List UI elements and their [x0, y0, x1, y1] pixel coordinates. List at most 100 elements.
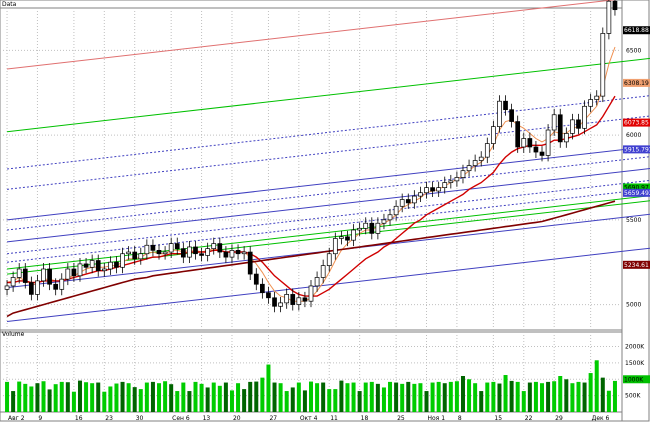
candle-body	[35, 280, 40, 295]
volume-bar	[552, 381, 557, 412]
candle-body	[381, 219, 387, 224]
candle-body	[442, 182, 448, 188]
volume-bar	[5, 381, 10, 412]
volume-bar	[564, 379, 569, 412]
price-pane-title: Data	[2, 1, 17, 8]
candle-body	[545, 129, 551, 156]
date-tick-label: 11	[330, 415, 338, 422]
candle-body	[162, 251, 168, 255]
channel-line	[6, 168, 650, 243]
candle-body	[509, 109, 514, 122]
volume-bar	[77, 380, 82, 412]
candle-body	[369, 222, 375, 234]
candle-body	[424, 187, 429, 194]
volume-bar	[558, 376, 563, 412]
volume-bar	[248, 381, 253, 412]
candle-body	[375, 222, 381, 234]
volume-bar	[527, 382, 532, 412]
candle-body	[174, 243, 180, 250]
date-tick-label: Авг 2	[8, 415, 25, 422]
date-tick-label: 13	[203, 415, 211, 422]
volume-bar	[11, 391, 16, 412]
candle-body	[551, 114, 557, 131]
candle-body	[351, 229, 356, 241]
candle-body	[399, 199, 405, 207]
candle-body	[320, 265, 326, 278]
date-tick-label: 27	[269, 415, 277, 422]
candle-body	[4, 285, 10, 290]
candle-body	[229, 249, 235, 258]
volume-bar	[339, 380, 344, 412]
volume-bar	[351, 382, 356, 412]
candle-body	[393, 205, 399, 216]
volume-bar	[333, 389, 338, 412]
volume-bar	[260, 377, 265, 412]
volume-bar	[169, 384, 174, 412]
volume-bar	[236, 383, 241, 412]
volume-bar	[430, 382, 435, 412]
candle-body	[284, 294, 290, 304]
price-tick-label: 5500	[626, 217, 641, 224]
volume-bar	[181, 382, 186, 412]
volume-bar	[138, 389, 143, 412]
candle-body	[466, 165, 472, 172]
date-tick-label: 9	[38, 415, 42, 422]
candle-body	[235, 249, 241, 255]
volume-bar	[321, 382, 326, 412]
candle-body	[576, 119, 581, 129]
volume-bar	[436, 381, 441, 412]
candle-body	[436, 187, 442, 192]
candle-body	[582, 105, 587, 129]
volume-bar	[594, 360, 599, 412]
candle-body	[411, 195, 417, 204]
volume-bar	[442, 383, 447, 412]
volume-bar	[53, 384, 58, 412]
volume-bar	[254, 381, 259, 412]
volume-bar	[315, 383, 320, 412]
date-tick-label: 22	[525, 415, 533, 422]
candle-body	[527, 138, 533, 148]
volume-bar	[199, 383, 204, 412]
volume-bar	[102, 391, 107, 412]
price-tick-label: 5000	[626, 302, 641, 309]
volume-bar	[132, 387, 137, 412]
volume-bar	[454, 381, 459, 412]
candle-body	[22, 268, 28, 283]
volume-bar	[394, 382, 399, 412]
candle-body	[539, 151, 545, 156]
candle-body	[71, 268, 77, 277]
candle-body	[563, 133, 569, 143]
volume-bar	[448, 381, 453, 412]
date-tick-label: 8	[458, 415, 462, 422]
price-tag-label: 5915.7936	[624, 146, 650, 153]
volume-bar	[606, 390, 611, 412]
volume-bar	[217, 385, 222, 412]
date-tick-label: Сен 6	[172, 415, 190, 422]
candle-body	[521, 138, 527, 148]
volume-bar	[479, 391, 484, 412]
candle-body	[114, 261, 119, 268]
volume-bar	[150, 381, 155, 412]
candle-body	[308, 285, 314, 302]
candle-body	[503, 100, 508, 111]
volume-bar	[242, 389, 247, 412]
candle-body	[101, 268, 107, 272]
volume-bar	[357, 391, 362, 412]
candle-body	[77, 263, 83, 277]
volume-bar	[515, 381, 520, 412]
channel-line	[6, 146, 650, 221]
candle-body	[460, 170, 466, 178]
volume-bar	[503, 375, 508, 412]
candle-body	[448, 180, 454, 183]
candle-body	[326, 253, 332, 266]
volume-bar	[533, 381, 538, 412]
candle-body	[266, 292, 271, 299]
candle-body	[478, 156, 484, 161]
price-tag	[623, 183, 650, 192]
candle-body	[570, 119, 575, 134]
candle-body	[59, 278, 65, 290]
candle-body	[83, 263, 89, 268]
volume-bar	[108, 386, 113, 412]
price-tag	[623, 26, 650, 35]
candle-body	[600, 33, 606, 97]
